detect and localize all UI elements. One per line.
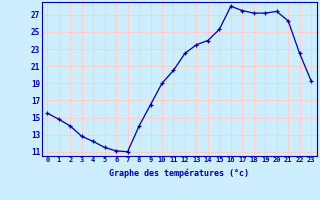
- X-axis label: Graphe des températures (°c): Graphe des températures (°c): [109, 169, 249, 178]
